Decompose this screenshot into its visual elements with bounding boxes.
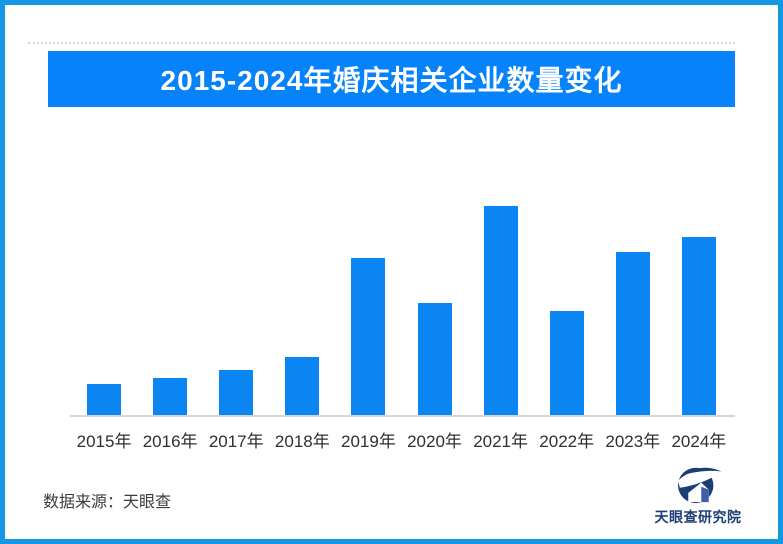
tianyancha-eye-icon: [677, 467, 721, 504]
bar: [681, 237, 716, 416]
tianyancha-logo-text: 天眼查研究院: [654, 509, 742, 525]
bar-slot: [468, 204, 534, 416]
bar: [417, 303, 452, 416]
bar: [153, 378, 188, 416]
bar-slot: [71, 204, 137, 416]
x-axis-line: [70, 415, 735, 417]
x-tick-label: 2016年: [142, 432, 198, 451]
tianyancha-logo: 天眼查研究院: [649, 464, 747, 527]
bar-slot: [401, 204, 467, 416]
bar-slot: [137, 204, 203, 416]
x-tick-label: 2023年: [605, 432, 661, 451]
bar-slot: [666, 204, 732, 416]
x-tick-label: 2021年: [473, 432, 529, 451]
page-title: 2015-2024年婚庆相关企业数量变化: [160, 65, 623, 96]
bar: [285, 357, 320, 416]
x-tick-label: 2019年: [341, 432, 396, 451]
decorative-dotted-line: [28, 42, 735, 44]
bar-slot: [269, 204, 335, 416]
bar-chart-plot-area: [71, 204, 732, 416]
x-tick-label: 2015年: [76, 432, 132, 451]
bar-slot: [203, 204, 269, 416]
bar: [351, 258, 386, 416]
bar: [549, 311, 584, 416]
x-tick-label: 2017年: [208, 432, 264, 451]
title-banner: 2015-2024年婚庆相关企业数量变化: [48, 51, 735, 107]
x-axis-labels: 2015年 2016年 2017年 2018年 2019年 2020年 2021年 2022年…: [71, 427, 732, 452]
bar-slot: [534, 204, 600, 416]
bar: [615, 252, 650, 416]
x-tick-label: 2020年: [407, 432, 462, 451]
x-tick-label: 2024年: [671, 432, 727, 451]
bar: [219, 370, 254, 416]
x-tick-label: 2018年: [274, 432, 330, 451]
bar: [87, 384, 122, 416]
bar-slot: [335, 204, 401, 416]
x-tick-label: 2022年: [539, 432, 595, 451]
bar-slot: [600, 204, 666, 416]
data-source-note: 数据来源：天眼查: [43, 494, 172, 511]
bar: [483, 206, 518, 416]
